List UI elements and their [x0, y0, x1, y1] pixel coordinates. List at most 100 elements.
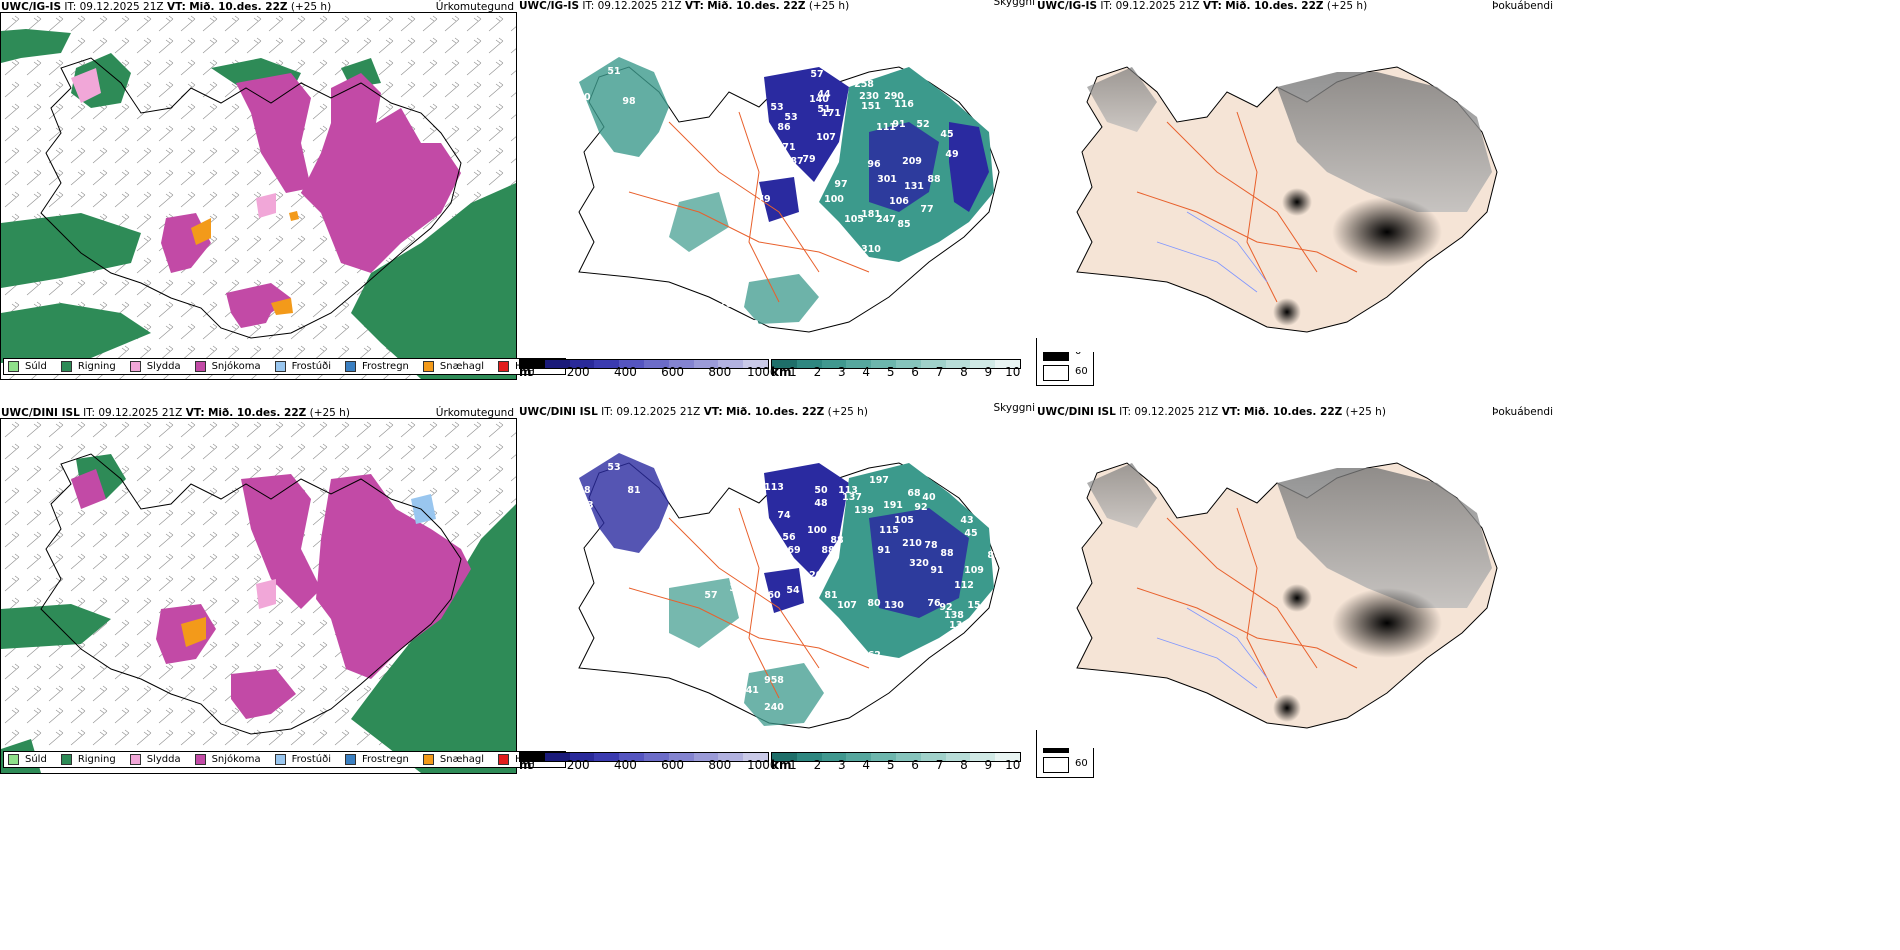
colorbar-segment [772, 753, 797, 761]
cloud-base-label: 210 [902, 538, 922, 549]
cloud-base-label: 68 [907, 488, 921, 499]
cloud-base-label: 91 [892, 119, 905, 130]
cloud-base-label: 87 [790, 156, 803, 167]
cloud-base-label: 113 [764, 482, 784, 493]
road-network [628, 111, 870, 303]
cloud-area [579, 453, 669, 553]
cloud-base-label: 140 [809, 94, 829, 105]
legend-item: Snjókoma [194, 361, 261, 372]
height-ticks: 0 200 400 600 800 1000 [527, 758, 777, 772]
panel-title: UWC/DINI ISL IT: 09.12.2025 21Z VT: Mið.… [519, 406, 868, 418]
colorbar-segment [920, 360, 946, 368]
cloud-base-label: 203 [719, 299, 739, 310]
cloud-base-label: 112 [954, 580, 974, 591]
fog-low-swatch [1043, 365, 1069, 381]
legend-item: Súld [8, 361, 47, 372]
tick: 600 [661, 758, 685, 772]
precip-map [1, 13, 516, 379]
colorbar-segment [995, 360, 1020, 368]
cloud-base-label: 111 [876, 122, 896, 133]
tick: 7 [935, 365, 944, 379]
swatch-rain [60, 754, 72, 765]
cloud-area [949, 122, 989, 212]
colorbar-segment [920, 753, 946, 761]
cloud-base-label: 88 [940, 548, 954, 559]
colorbar-segment [970, 360, 996, 368]
rain-area [351, 183, 516, 379]
sleet-area [256, 579, 276, 609]
vis-area [579, 57, 669, 157]
vis-area [669, 578, 739, 648]
cloud-base-label: 332 [739, 319, 759, 330]
cloud-base-label: 45 [964, 528, 977, 539]
legend-label: Snæhagl [439, 361, 485, 372]
cloud-base-label: 51 [817, 104, 830, 115]
cloud-base-label: 93 [580, 500, 593, 511]
colorbar-segment [995, 753, 1020, 761]
cloud-base-label: 113 [838, 485, 858, 496]
fog-area [1273, 298, 1301, 326]
cloud-base-label: 49 [945, 149, 958, 160]
lead-time: (+25 h) [1345, 406, 1386, 418]
coastline [40, 57, 462, 339]
snow-area [71, 469, 106, 509]
swatch-sleet [129, 754, 141, 765]
cloud-base-label: 91 [877, 545, 890, 556]
cloud-base-label: 77 [920, 204, 933, 215]
cloud-base-label: 241 [739, 685, 759, 696]
lead-time: (+25 h) [808, 0, 850, 12]
tick: 400 [613, 758, 637, 772]
cloud-base-label: 50 [814, 485, 828, 496]
vis-area [744, 274, 819, 324]
tick: 3 [838, 758, 846, 772]
cloud-base-label: 56 [782, 532, 796, 543]
cloud-base-label: 33 [729, 583, 742, 594]
cloud-base-label: 104 [569, 66, 589, 77]
visibility-ticks: 1 2 3 4 5 6 7 8 9 10 [789, 758, 1020, 772]
precip-map [1, 419, 516, 773]
cloud-base-label: 78 [587, 455, 601, 466]
parameter-name: Skyggni [993, 402, 1036, 414]
legend-label: Slydda [146, 754, 181, 765]
tick: 800 [708, 365, 732, 379]
cloud-base-label: 151 [861, 101, 881, 112]
snow-area [236, 73, 311, 193]
hail-area [289, 211, 299, 221]
init-time: IT: 09.12.2025 21Z [83, 407, 183, 419]
tick: 8 [960, 758, 968, 772]
swatch-snow [194, 361, 206, 372]
colorbar-segment [619, 360, 644, 368]
cloud-base-label: 52 [916, 119, 929, 130]
legend-label: Slydda [146, 361, 181, 372]
colorbar-segment [643, 360, 669, 368]
cloud-base-label: 100 [807, 525, 827, 536]
tick: 1000 [746, 758, 778, 772]
model-name: UWC/IG-IS [1, 1, 62, 13]
legend-item: Súld [8, 754, 47, 765]
cloud-base-label: 87 [814, 209, 827, 220]
cloud-base-label: 15 [967, 600, 980, 611]
legend-label: Snæhagl [439, 754, 485, 765]
hail-area [191, 218, 211, 245]
colorbar-segment [821, 753, 847, 761]
cloud-base-label: 109 [964, 565, 984, 576]
cloud-base-label: 86 [987, 550, 1001, 561]
init-time: IT: 09.12.2025 21Z [1100, 0, 1200, 12]
colorbar-segment [594, 753, 620, 761]
legend-item: Frostregn [345, 361, 409, 372]
swatch-drizzle [8, 754, 19, 765]
hail-area [271, 298, 293, 315]
colorbar-segment [520, 360, 545, 368]
tick: 6 [911, 365, 919, 379]
road-network [1136, 111, 1358, 303]
panel-title: UWC/IG-IS IT: 09.12.2025 21Z VT: Mið. 10… [1037, 0, 1367, 12]
cloud-base-label: 53 [607, 462, 620, 473]
snow-area [241, 474, 321, 609]
tick: 2 [813, 758, 822, 772]
legend-label: Snjókoma [211, 754, 261, 765]
lead-time: (+25 h) [1326, 0, 1368, 12]
legend-label: Frostregn [362, 754, 409, 765]
cloud-base-label: 91 [930, 565, 943, 576]
cloud-base-label: 74 [777, 510, 791, 521]
cloud-base-label: 92 [939, 602, 952, 613]
